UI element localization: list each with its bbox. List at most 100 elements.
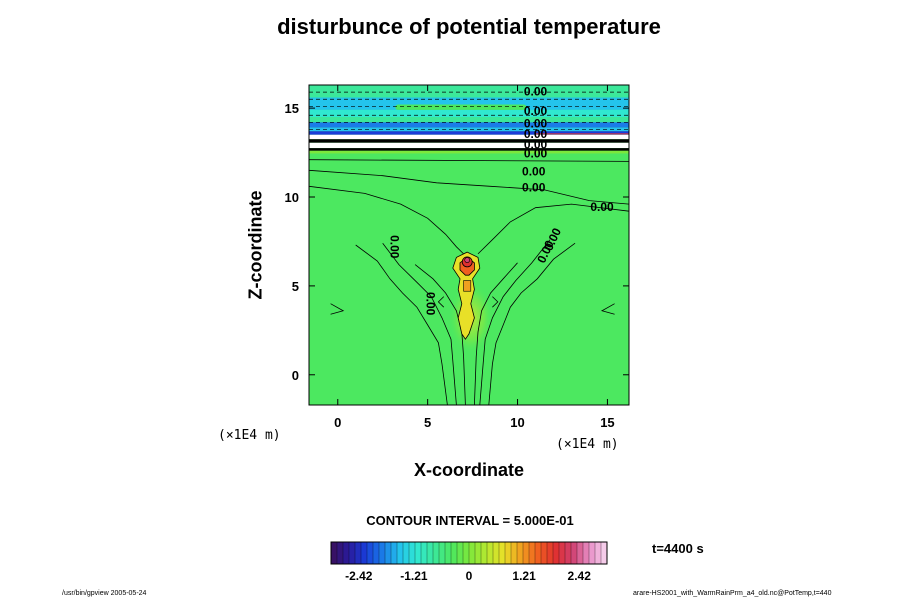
plot-area: 0.000.000.000.000.000.000.000.000.000.00… bbox=[309, 84, 629, 405]
colorbar-seg-4 bbox=[355, 542, 362, 564]
warm-plume bbox=[452, 251, 481, 340]
colorbar-label-2: 0 bbox=[466, 569, 473, 583]
plot-frame bbox=[308, 84, 630, 406]
chart-title: disturbunce of potential temperature bbox=[277, 14, 661, 39]
colorbar-seg-33 bbox=[529, 542, 536, 564]
y-axis-label: Z-coordinate bbox=[245, 190, 266, 300]
colorbar-seg-13 bbox=[409, 542, 416, 564]
colorbar-seg-0 bbox=[331, 542, 338, 564]
colorbar-seg-16 bbox=[427, 542, 434, 564]
x-tick-label-2: 10 bbox=[510, 415, 524, 430]
colorbar-label-3: 1.21 bbox=[512, 569, 536, 583]
y-tick-label-2: 10 bbox=[285, 190, 299, 205]
contour-label-5: 0.00 bbox=[524, 147, 548, 161]
colorbar-seg-34 bbox=[535, 542, 542, 564]
contour-small-r bbox=[492, 296, 499, 308]
x-unit-right: (×1E4 m) bbox=[556, 437, 619, 452]
footer-left: /usr/bin/gpview 2005-05-24 bbox=[62, 590, 147, 597]
colorbar-label-4: 2.42 bbox=[568, 569, 592, 583]
contour-label-9: 0.00 bbox=[387, 235, 401, 259]
colorbar-seg-25 bbox=[481, 542, 488, 564]
band-11 bbox=[309, 150, 629, 154]
band-1 bbox=[309, 97, 629, 110]
colorbar-seg-2 bbox=[343, 542, 350, 564]
colorbar-seg-5 bbox=[361, 542, 368, 564]
y-tick-label-1: 5 bbox=[292, 279, 299, 294]
band-4 bbox=[309, 122, 629, 128]
band-2 bbox=[309, 109, 629, 117]
x-unit-left: (×1E4 m) bbox=[218, 428, 281, 443]
colorbar-seg-20 bbox=[451, 542, 458, 564]
colorbar-seg-1 bbox=[337, 542, 344, 564]
colorbar-seg-32 bbox=[523, 542, 530, 564]
colorbar-seg-6 bbox=[367, 542, 374, 564]
colorbar-seg-31 bbox=[517, 542, 524, 564]
colorbar-seg-24 bbox=[475, 542, 482, 564]
contour-label-7: 0.00 bbox=[522, 180, 546, 194]
contour-outer-right-top bbox=[477, 203, 629, 255]
colorbar-seg-35 bbox=[541, 542, 548, 564]
colorbar-seg-27 bbox=[493, 542, 500, 564]
contour-left-a bbox=[355, 244, 448, 405]
plume-stem bbox=[463, 280, 472, 292]
contour-label-2: 0.00 bbox=[524, 116, 548, 130]
colorbar-seg-14 bbox=[415, 542, 422, 564]
colorbar-seg-12 bbox=[403, 542, 410, 564]
contour-label-8: 0.00 bbox=[590, 200, 614, 214]
contour-left-b bbox=[382, 242, 457, 405]
band-9 bbox=[309, 142, 629, 149]
band-7 bbox=[309, 134, 629, 140]
x-tick-label-3: 15 bbox=[600, 415, 614, 430]
colorbar-seg-41 bbox=[577, 542, 584, 564]
colorbar-seg-17 bbox=[433, 542, 440, 564]
contour-label-3: 0.00 bbox=[524, 127, 548, 141]
contour-tri-right bbox=[600, 303, 615, 315]
colorbar-seg-23 bbox=[469, 542, 476, 564]
x-axis-label: X-coordinate bbox=[413, 460, 524, 480]
contour-right-b bbox=[479, 239, 551, 405]
colorbar-seg-7 bbox=[373, 542, 380, 564]
upper-oval bbox=[395, 104, 527, 110]
colorbar-seg-18 bbox=[439, 542, 446, 564]
contour-label-12: 0.00 bbox=[423, 292, 437, 316]
x-ticks: 0 5 10 15 bbox=[334, 85, 615, 430]
contour-small-l bbox=[437, 296, 445, 308]
colorbar-seg-37 bbox=[553, 542, 560, 564]
colorbar-seg-42 bbox=[583, 542, 590, 564]
upper-bands bbox=[309, 85, 629, 154]
colorbar-seg-9 bbox=[385, 542, 392, 564]
colorbar-seg-40 bbox=[571, 542, 578, 564]
colorbar: -2.42 -1.21 0 1.21 2.42 bbox=[330, 541, 608, 583]
x-tick-label-0: 0 bbox=[334, 415, 341, 430]
colorbar-seg-44 bbox=[595, 542, 602, 564]
contour-interval-text: CONTOUR INTERVAL = 5.000E-01 bbox=[366, 513, 574, 528]
contour-tri-left bbox=[330, 303, 345, 315]
contour-label-1: 0.00 bbox=[524, 104, 548, 118]
colorbar-seg-26 bbox=[487, 542, 494, 564]
colorbar-label-1: -1.21 bbox=[400, 569, 428, 583]
colorbar-seg-15 bbox=[421, 542, 428, 564]
y-ticks: 0 5 10 15 bbox=[285, 101, 629, 383]
colorbar-label-0: -2.42 bbox=[345, 569, 373, 583]
contour-label-0: 0.00 bbox=[524, 84, 548, 98]
colorbar-seg-45 bbox=[601, 542, 608, 564]
band-6 bbox=[309, 131, 629, 135]
plume-peak bbox=[464, 257, 471, 263]
colorbar-seg-29 bbox=[505, 542, 512, 564]
colorbar-seg-11 bbox=[397, 542, 404, 564]
plume-outer bbox=[452, 251, 481, 340]
colorbar-seg-39 bbox=[565, 542, 572, 564]
time-label: t=4400 s bbox=[652, 541, 704, 556]
colorbar-seg-10 bbox=[391, 542, 398, 564]
contour-label-6: 0.00 bbox=[522, 164, 546, 178]
colorbar-seg-28 bbox=[499, 542, 506, 564]
colorbar-seg-8 bbox=[379, 542, 386, 564]
contour-right-a bbox=[488, 242, 576, 405]
colorbar-seg-43 bbox=[589, 542, 596, 564]
colorbar-seg-19 bbox=[445, 542, 452, 564]
x-tick-label-1: 5 bbox=[424, 415, 431, 430]
band-10 bbox=[309, 148, 629, 151]
band-0 bbox=[309, 85, 629, 98]
y-tick-label-0: 0 bbox=[292, 368, 299, 383]
